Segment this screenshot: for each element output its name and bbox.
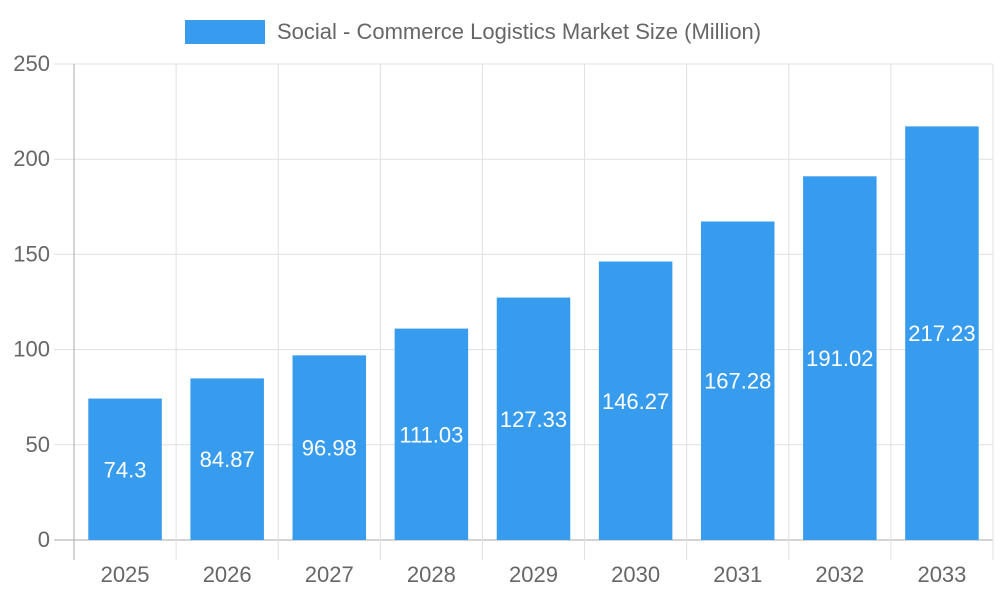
y-tick-label: 250 xyxy=(13,51,50,76)
data-label: 146.27 xyxy=(602,389,669,414)
bar-2029 xyxy=(496,297,571,540)
y-tick-label: 150 xyxy=(13,241,50,266)
data-labels: 74.3 84.87 96.98 111.03 127.33 146.27 167.28 19… xyxy=(104,321,976,482)
bar-2026 xyxy=(190,378,264,540)
grid xyxy=(54,63,994,560)
data-label: 127.33 xyxy=(500,407,567,432)
x-tick-label: 2032 xyxy=(815,562,864,587)
data-label: 96.98 xyxy=(302,436,357,461)
bars xyxy=(88,126,979,541)
y-tick-label: 100 xyxy=(13,337,50,362)
x-tick-label: 2027 xyxy=(305,562,354,587)
x-tick-label: 2030 xyxy=(611,562,660,587)
x-tick-label: 2026 xyxy=(203,562,252,587)
x-tick-label: 2031 xyxy=(713,562,762,587)
bar-2028 xyxy=(394,328,469,540)
bar-2027 xyxy=(292,355,367,540)
data-label: 191.02 xyxy=(806,346,873,371)
data-label: 111.03 xyxy=(399,422,463,447)
legend-swatch xyxy=(185,20,265,44)
x-tick-label: 2029 xyxy=(509,562,558,587)
data-label: 167.28 xyxy=(704,369,771,394)
bar-2031 xyxy=(700,221,775,540)
bar-2030 xyxy=(598,261,673,540)
axes: 0 50 100 150 200 250 2025 2026 2027 2028 2029 2030 2… xyxy=(13,51,966,587)
legend-label: Social - Commerce Logistics Market Size … xyxy=(277,19,761,44)
bar-2033 xyxy=(905,126,979,541)
data-label: 74.3 xyxy=(104,457,147,482)
data-label: 84.87 xyxy=(200,447,255,472)
y-tick-label: 0 xyxy=(38,527,50,552)
bar-2025 xyxy=(88,398,162,540)
legend[interactable]: Social - Commerce Logistics Market Size … xyxy=(185,19,761,44)
bar-2032 xyxy=(803,176,877,540)
y-tick-label: 50 xyxy=(26,432,50,457)
data-label: 217.23 xyxy=(908,321,975,346)
x-tick-label: 2033 xyxy=(917,562,966,587)
x-tick-label: 2025 xyxy=(101,562,150,587)
x-tick-label: 2028 xyxy=(407,562,456,587)
y-tick-label: 200 xyxy=(13,146,50,171)
